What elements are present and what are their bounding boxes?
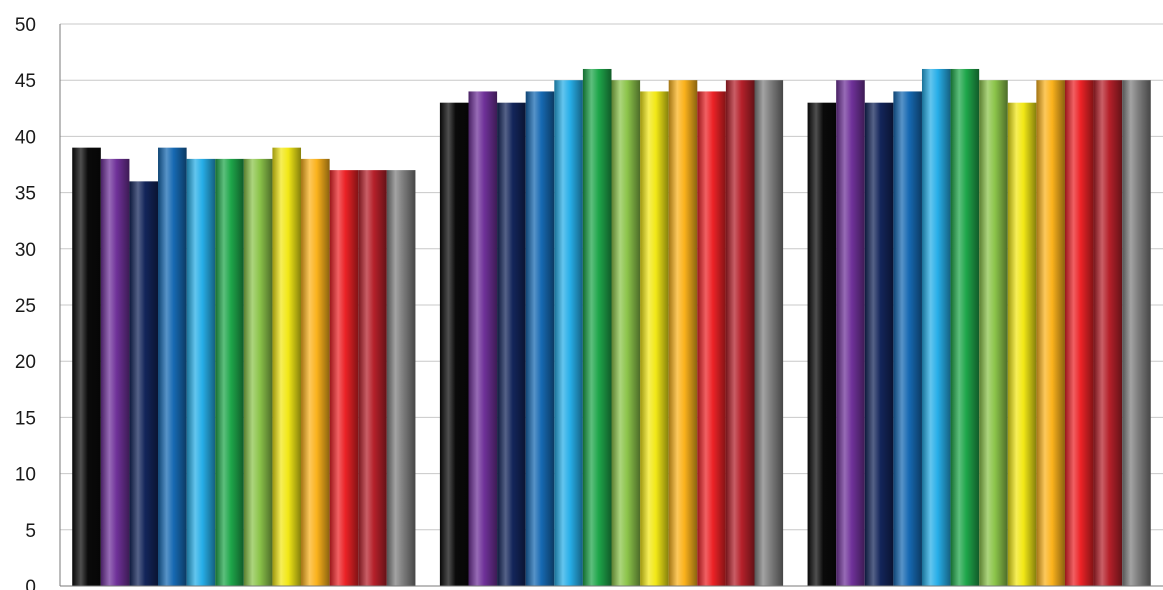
bar <box>807 102 837 587</box>
bar <box>725 80 755 586</box>
bar <box>836 80 865 586</box>
bar <box>215 158 244 586</box>
bar <box>1036 80 1065 586</box>
y-tick-label: 45 <box>15 71 36 92</box>
bar <box>497 102 526 587</box>
bar <box>272 147 302 586</box>
y-tick-label: 40 <box>15 127 36 148</box>
y-tick-label: 20 <box>15 352 36 373</box>
bar <box>668 80 698 586</box>
bar <box>329 170 359 586</box>
bar <box>1093 80 1123 586</box>
y-tick-label: 15 <box>15 408 36 429</box>
bar <box>697 91 726 586</box>
bar <box>100 158 130 586</box>
y-tick-label: 0 <box>25 577 36 590</box>
bar <box>1007 102 1037 587</box>
y-tick-label: 30 <box>15 240 36 261</box>
bar <box>921 68 951 586</box>
y-tick-label: 5 <box>25 521 36 542</box>
bar <box>611 80 641 586</box>
bar <box>158 147 187 586</box>
bar <box>186 158 216 586</box>
y-tick-label: 50 <box>15 15 36 36</box>
bar <box>554 80 583 586</box>
bar <box>893 91 922 586</box>
bar <box>525 91 555 586</box>
y-tick-label: 25 <box>15 296 36 317</box>
bar <box>129 181 159 587</box>
bars <box>72 68 1151 587</box>
bar <box>358 170 387 586</box>
y-axis: 0 5 10 15 20 25 30 35 40 45 50 <box>15 15 61 590</box>
bar <box>301 158 330 586</box>
bar <box>979 80 1008 586</box>
y-tick-label: 35 <box>15 184 36 205</box>
bar <box>439 102 469 587</box>
bar <box>640 91 669 586</box>
bar <box>582 68 612 586</box>
bar <box>1064 80 1094 586</box>
y-tick-label: 10 <box>15 465 36 486</box>
bar <box>72 147 101 586</box>
bar <box>468 91 498 586</box>
bar <box>754 80 784 586</box>
bar <box>864 102 894 587</box>
bar <box>1122 80 1151 586</box>
bar <box>386 170 416 586</box>
bar <box>243 158 273 586</box>
bar <box>950 68 980 586</box>
